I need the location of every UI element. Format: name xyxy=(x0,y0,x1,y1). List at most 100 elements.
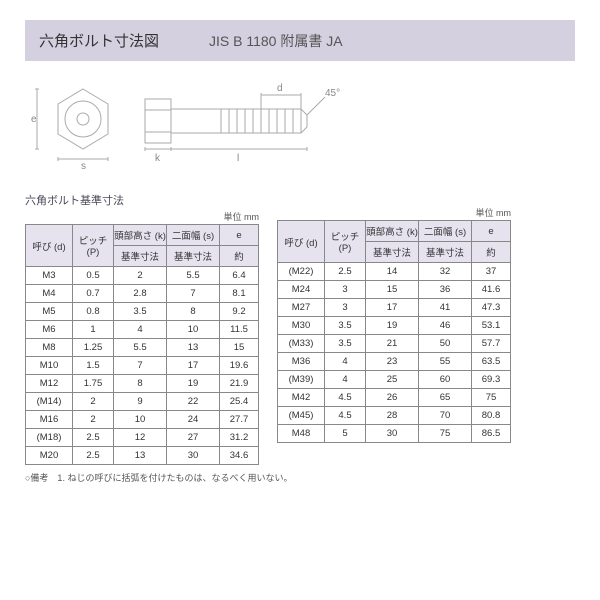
chamfer-label: 45° xyxy=(325,88,340,99)
table-cell: 7 xyxy=(167,285,220,303)
table-cell: 3.5 xyxy=(325,335,366,353)
th-p: ピッチ (P) xyxy=(73,225,114,267)
table-cell: 1 xyxy=(73,321,114,339)
table-cell: 65 xyxy=(419,389,472,407)
table-row: M81.255.51315 xyxy=(26,339,259,357)
table-cell: M24 xyxy=(278,281,325,299)
table-cell: 75 xyxy=(419,425,472,443)
th-e: e xyxy=(472,221,511,242)
table-cell: 3.5 xyxy=(114,303,167,321)
table-cell: 21.9 xyxy=(220,375,259,393)
table-cell: 69.3 xyxy=(472,371,511,389)
table-row: M6141011.5 xyxy=(26,321,259,339)
dimensions-table-right: 呼び (d) ピッチ (P) 頭部高さ (k) 二面幅 (s) e 基準寸法 基… xyxy=(277,220,511,443)
page-title: 六角ボルト寸法図 xyxy=(39,30,159,51)
table-cell: M27 xyxy=(278,299,325,317)
table-cell: 2 xyxy=(73,411,114,429)
table-row: (M45)4.5287080.8 xyxy=(278,407,511,425)
table-cell: 19 xyxy=(167,375,220,393)
table-cell: 4.5 xyxy=(325,389,366,407)
table-cell: 12 xyxy=(114,429,167,447)
table-cell: M8 xyxy=(26,339,73,357)
table-row: M364235563.5 xyxy=(278,353,511,371)
table-cell: 19.6 xyxy=(220,357,259,375)
dim-k-label: k xyxy=(155,153,161,164)
table-row: M162102427.7 xyxy=(26,411,259,429)
table-cell: 31.2 xyxy=(220,429,259,447)
table-cell: 4 xyxy=(325,371,366,389)
table-row: (M22)2.5143237 xyxy=(278,263,511,281)
table-cell: 9 xyxy=(114,393,167,411)
table-cell: M16 xyxy=(26,411,73,429)
table-cell: M12 xyxy=(26,375,73,393)
table-cell: 46 xyxy=(419,317,472,335)
table-cell: 25.4 xyxy=(220,393,259,411)
table-cell: M48 xyxy=(278,425,325,443)
dim-e-label: e xyxy=(31,114,37,125)
th-s: 二面幅 (s) xyxy=(419,221,472,242)
table-row: M424.5266575 xyxy=(278,389,511,407)
table-cell: 4.5 xyxy=(325,407,366,425)
table-row: (M18)2.5122731.2 xyxy=(26,429,259,447)
th-s-sub: 基準寸法 xyxy=(167,246,220,267)
table-cell: 32 xyxy=(419,263,472,281)
table-cell: M20 xyxy=(26,447,73,465)
table-cell: 6.4 xyxy=(220,267,259,285)
table-caption: 六角ボルト基準寸法 xyxy=(25,192,259,208)
table-cell: 30 xyxy=(167,447,220,465)
table-cell: 30 xyxy=(366,425,419,443)
table-cell: M4 xyxy=(26,285,73,303)
table-cell: 55 xyxy=(419,353,472,371)
table-cell: 5.5 xyxy=(167,267,220,285)
table-cell: 17 xyxy=(167,357,220,375)
table-cell: 8.1 xyxy=(220,285,259,303)
table-cell: 34.6 xyxy=(220,447,259,465)
table-cell: 22 xyxy=(167,393,220,411)
table-cell: 10 xyxy=(114,411,167,429)
table-row: M50.83.589.2 xyxy=(26,303,259,321)
table-cell: 17 xyxy=(366,299,419,317)
table-cell: (M22) xyxy=(278,263,325,281)
table-row: M40.72.878.1 xyxy=(26,285,259,303)
table-cell: 47.3 xyxy=(472,299,511,317)
table-cell: 15 xyxy=(366,281,419,299)
table-row: M101.571719.6 xyxy=(26,357,259,375)
table-cell: 36 xyxy=(419,281,472,299)
dim-s-label: s xyxy=(81,161,86,172)
table-cell: 8 xyxy=(114,375,167,393)
dim-d-label: d xyxy=(277,83,283,94)
table-cell: 11.5 xyxy=(220,321,259,339)
table-row: M121.7581921.9 xyxy=(26,375,259,393)
table-cell: 2.5 xyxy=(325,263,366,281)
table-cell: M3 xyxy=(26,267,73,285)
table-cell: (M18) xyxy=(26,429,73,447)
table-cell: 2.8 xyxy=(114,285,167,303)
table-cell: 60 xyxy=(419,371,472,389)
table-cell: (M14) xyxy=(26,393,73,411)
table-cell: 24 xyxy=(167,411,220,429)
unit-label-right: 単位 mm xyxy=(476,206,512,219)
table-cell: 0.5 xyxy=(73,267,114,285)
table-cell: 53.1 xyxy=(472,317,511,335)
table-cell: 3 xyxy=(325,281,366,299)
table-cell: M5 xyxy=(26,303,73,321)
th-e-sub: 約 xyxy=(472,242,511,263)
table-cell: 3 xyxy=(325,299,366,317)
table-cell: 25 xyxy=(366,371,419,389)
table-cell: M30 xyxy=(278,317,325,335)
table-cell: M42 xyxy=(278,389,325,407)
standard-label: JIS B 1180 附属書 JA xyxy=(209,31,343,51)
table-cell: 41.6 xyxy=(472,281,511,299)
table-cell: 1.75 xyxy=(73,375,114,393)
table-row: (M33)3.5215057.7 xyxy=(278,335,511,353)
th-p: ピッチ (P) xyxy=(325,221,366,263)
table-header-right: 呼び (d) ピッチ (P) 頭部高さ (k) 二面幅 (s) e 基準寸法 基… xyxy=(278,221,511,263)
th-d: 呼び (d) xyxy=(278,221,325,263)
table-cell: (M45) xyxy=(278,407,325,425)
section-header: 六角ボルト寸法図 JIS B 1180 附属書 JA xyxy=(25,20,575,61)
footnote: ○備考 1. ねじの呼びに括弧を付けたものは、なるべく用いない。 xyxy=(25,471,575,484)
th-k: 頭部高さ (k) xyxy=(114,225,167,246)
table-cell: 0.7 xyxy=(73,285,114,303)
table-cell: 37 xyxy=(472,263,511,281)
table-cell: 86.5 xyxy=(472,425,511,443)
